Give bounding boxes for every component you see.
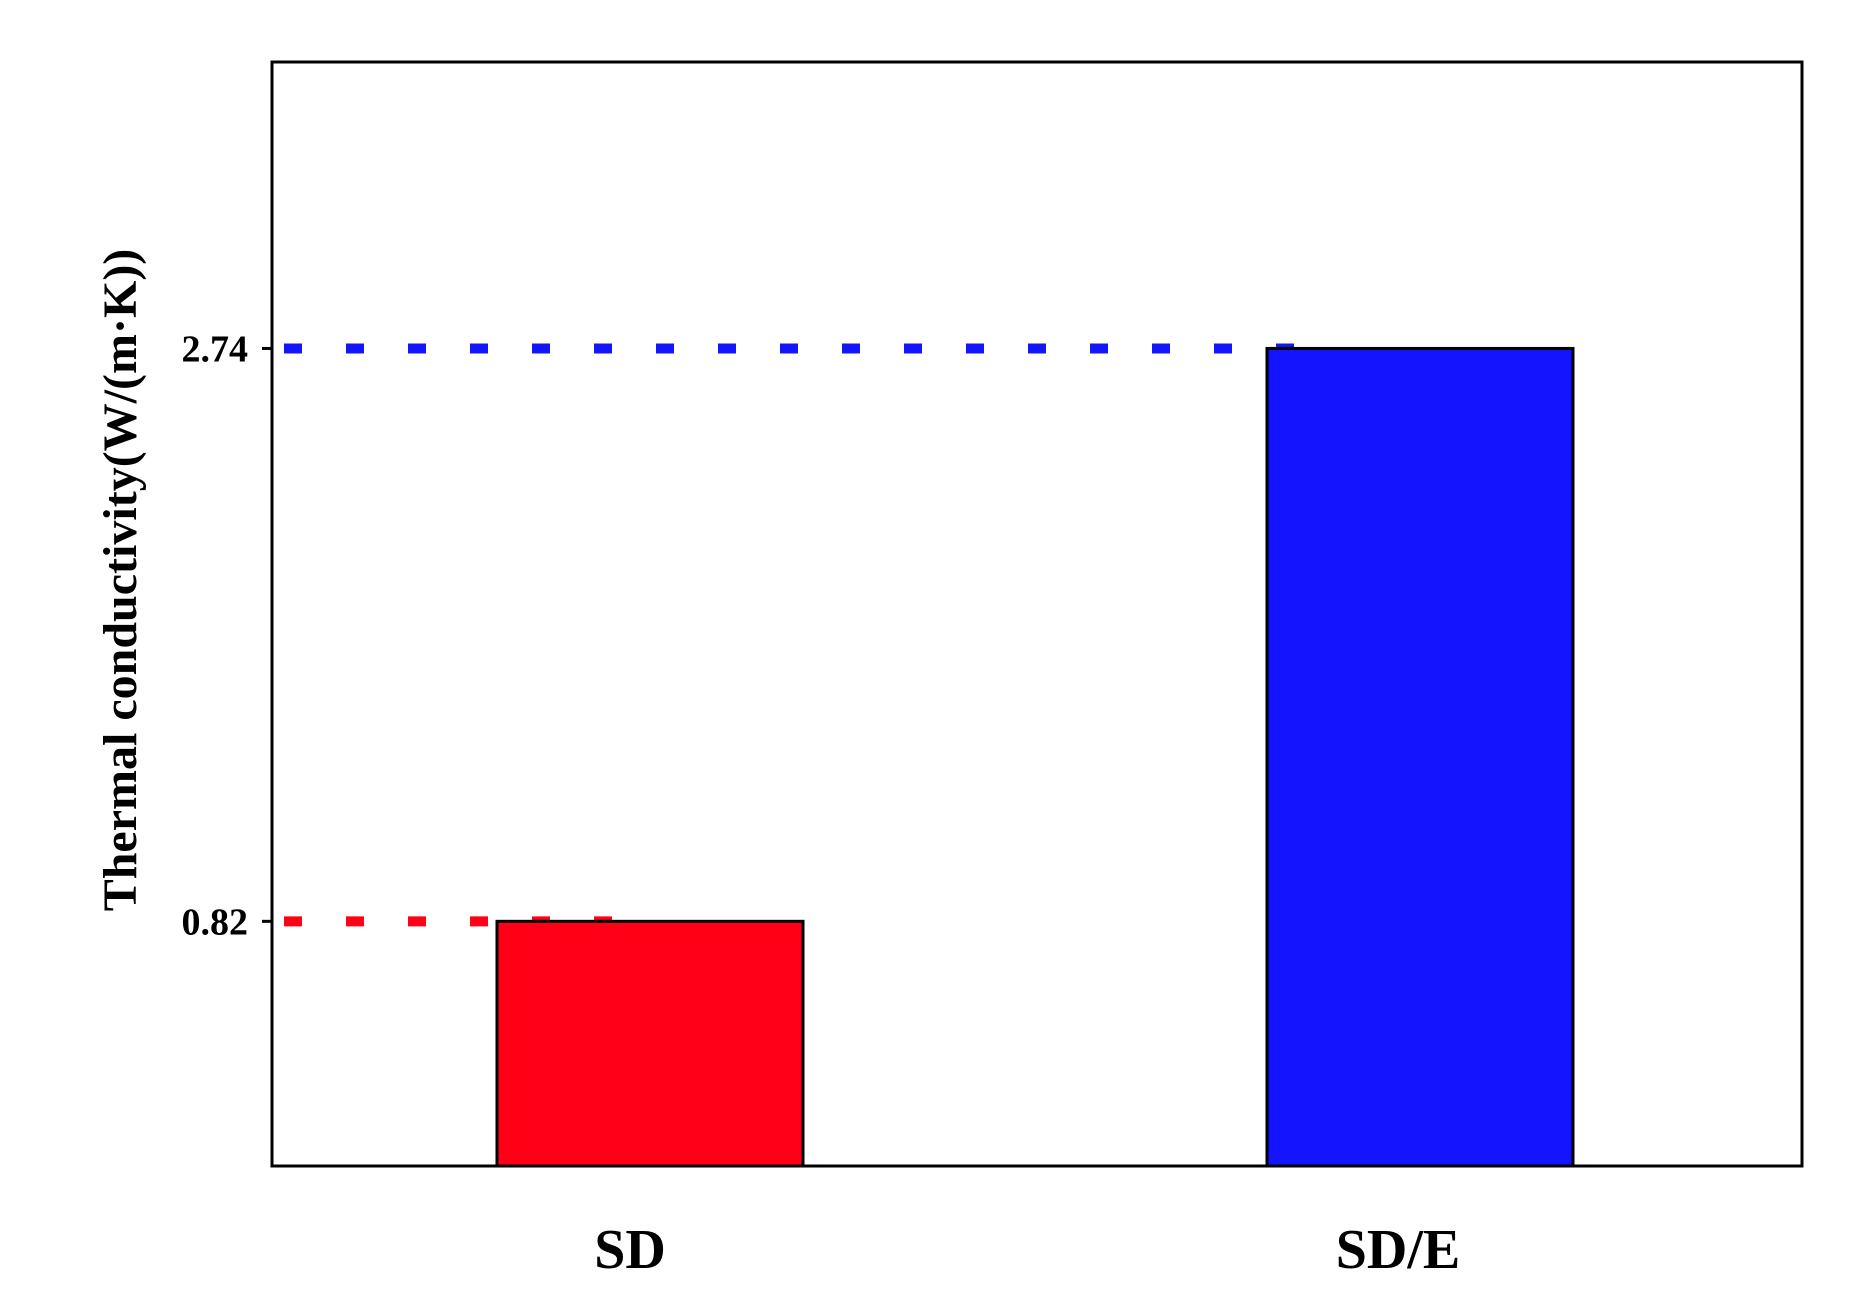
x-tick-label-sd-e: SD/E bbox=[1336, 1219, 1461, 1281]
y-axis-ticks: 0.82 2.74 bbox=[182, 328, 272, 943]
bars bbox=[495, 346, 1575, 1168]
x-tick-label-sd: SD bbox=[594, 1219, 666, 1281]
plot-frame bbox=[270, 60, 1804, 1168]
bar-sd-e bbox=[1265, 346, 1575, 1168]
y-axis-label: Thermal conductivity(W/(m·K)) bbox=[94, 249, 147, 912]
y-tick-label-0: 0.82 bbox=[182, 901, 249, 943]
reference-lines bbox=[284, 343, 1325, 927]
y-tick-label-1: 2.74 bbox=[182, 328, 249, 370]
x-axis-ticks: SD SD/E bbox=[594, 1219, 1460, 1281]
bar-sd bbox=[495, 919, 805, 1168]
